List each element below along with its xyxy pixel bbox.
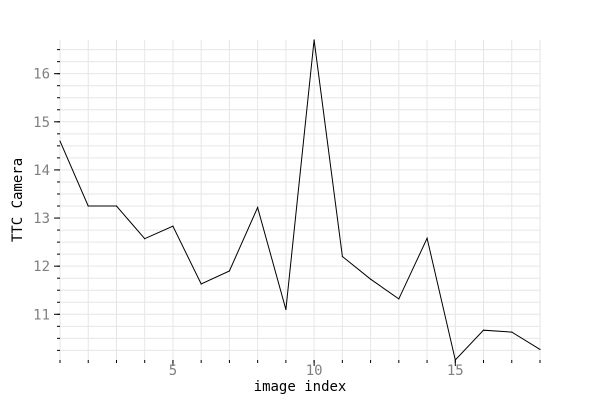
data-point (285, 308, 287, 311)
data-point (172, 225, 174, 227)
data-point (144, 238, 146, 240)
y-tick-label: 11 (33, 307, 50, 323)
data-point (257, 206, 259, 209)
data-point (87, 205, 89, 207)
grid (59, 40, 541, 360)
data-point (369, 278, 372, 280)
y-tick-label: 16 (33, 67, 50, 83)
data-point (341, 255, 343, 258)
tick-labels: 5 10 15 11 12 13 14 15 16 (33, 67, 464, 379)
x-tick-label: 10 (306, 363, 323, 379)
data-point (398, 298, 400, 300)
data-point (426, 237, 428, 239)
data-point (59, 140, 61, 142)
y-tick-label: 14 (33, 163, 50, 179)
y-tick-label: 13 (33, 211, 50, 227)
y-tick-label: 15 (33, 115, 50, 131)
data-point (115, 205, 118, 207)
data-point (482, 329, 485, 331)
series-layer (59, 39, 541, 362)
x-tick-label: 5 (169, 363, 177, 379)
x-axis-title: image index (254, 379, 347, 395)
axis-ticks (54, 49, 541, 366)
y-axis-title: TTC Camera (10, 158, 26, 242)
y-tick-label: 12 (33, 259, 50, 275)
data-point (313, 39, 315, 41)
data-point (539, 348, 541, 351)
data-point (511, 331, 513, 333)
x-tick-label: 15 (447, 363, 464, 379)
series-line (59, 39, 541, 362)
data-point (228, 270, 231, 272)
data-point (454, 359, 456, 361)
data-point (200, 283, 202, 285)
